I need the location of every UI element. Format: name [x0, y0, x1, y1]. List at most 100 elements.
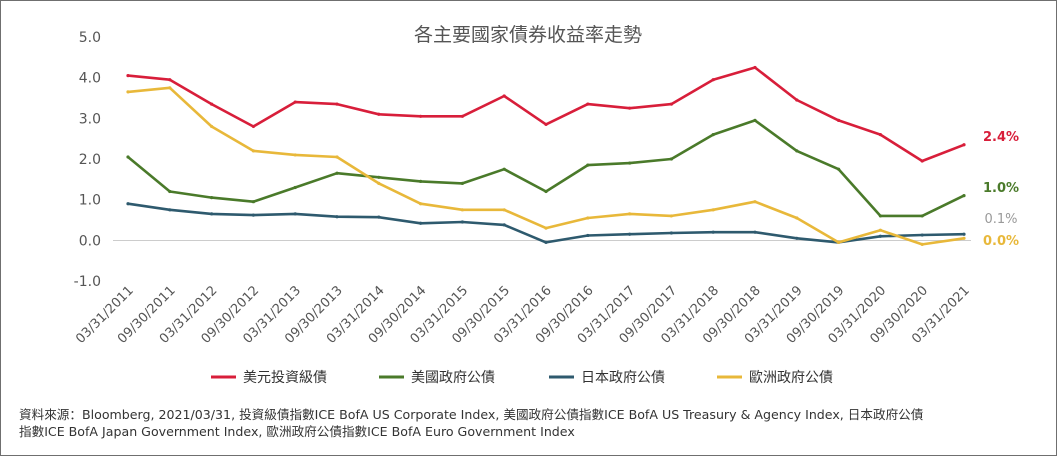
data-point: [126, 202, 130, 206]
legend-label: 歐洲政府公債: [749, 370, 833, 386]
data-point: [586, 233, 590, 238]
data-point: [586, 163, 590, 167]
data-point: [419, 179, 423, 183]
legend-item: 美國政府公債: [379, 370, 495, 386]
series-1: [126, 65, 966, 163]
yield-chart: 各主要國家債券收益率走勢 5.0 4.0 3.0 2.0 1.0 0.0 -1.0 03/3…: [73, 24, 1019, 386]
data-point: [753, 230, 757, 234]
data-point: [711, 208, 715, 212]
data-point: [210, 102, 214, 106]
data-point: [168, 189, 172, 194]
legend-label: 日本政府公債: [581, 370, 665, 386]
y-tick-label: 2.0: [79, 152, 101, 168]
data-point: [878, 133, 883, 137]
end-labels: 2.4% 1.0% 0.1% 0.0%: [983, 130, 1019, 249]
end-label: 1.0%: [983, 181, 1019, 196]
data-point: [293, 153, 297, 157]
data-point: [628, 232, 632, 236]
y-tick-label: 5.0: [79, 30, 101, 46]
data-point: [669, 231, 674, 235]
data-point: [502, 208, 506, 212]
series-line: [126, 66, 966, 163]
y-tick-label: 4.0: [79, 71, 101, 87]
chart-title: 各主要國家債券收益率走勢: [414, 24, 642, 46]
data-point: [377, 112, 381, 116]
y-axis: 5.0 4.0 3.0 2.0 1.0 0.0 -1.0: [74, 30, 101, 290]
data-point: [544, 240, 548, 244]
data-point: [502, 167, 506, 171]
data-point: [210, 124, 214, 129]
legend-item: 歐洲政府公債: [717, 370, 833, 386]
data-point: [795, 236, 799, 240]
data-point: [586, 216, 590, 220]
data-point: [878, 234, 883, 238]
data-point: [460, 181, 464, 185]
data-point: [962, 236, 966, 240]
data-point: [335, 155, 339, 159]
data-point: [544, 122, 548, 127]
end-label: 0.0%: [983, 234, 1019, 249]
data-point: [502, 223, 506, 227]
data-point: [669, 214, 674, 218]
data-point: [251, 213, 255, 217]
data-point: [377, 181, 381, 185]
data-point: [544, 226, 548, 230]
data-point: [920, 214, 924, 218]
end-label: 0.1%: [984, 212, 1017, 227]
data-point: [628, 212, 632, 216]
y-tick-label: 1.0: [79, 193, 101, 209]
y-tick-label: 3.0: [79, 111, 101, 127]
data-point: [210, 196, 214, 200]
series-2: [126, 118, 966, 218]
data-point: [920, 242, 924, 246]
series-line: [126, 86, 966, 246]
data-point: [126, 155, 130, 159]
data-point: [377, 215, 381, 219]
data-point: [335, 171, 339, 175]
data-point: [251, 200, 255, 204]
legend-item: 美元投資級債: [211, 370, 327, 386]
y-tick-label: -1.0: [74, 274, 101, 290]
data-point: [962, 232, 966, 236]
source-line-1: 資料來源：Bloomberg, 2021/03/31, 投資級債指數ICE Bo…: [19, 407, 924, 422]
data-point: [377, 175, 381, 179]
data-point: [460, 114, 464, 118]
data-point: [795, 98, 799, 102]
series-3: [126, 202, 966, 244]
data-point: [711, 78, 715, 82]
legend-label: 美元投資級債: [243, 370, 327, 386]
data-point: [795, 149, 799, 153]
data-point: [335, 215, 339, 219]
data-point: [293, 212, 297, 216]
data-point: [544, 189, 548, 194]
legend-label: 美國政府公債: [411, 370, 495, 386]
data-point: [335, 102, 339, 106]
data-point: [837, 167, 841, 171]
data-point: [460, 208, 464, 212]
data-point: [795, 216, 799, 220]
data-point: [168, 86, 172, 90]
data-point: [878, 228, 883, 232]
data-point: [293, 185, 297, 190]
end-label: 2.4%: [983, 130, 1019, 145]
data-point: [878, 214, 883, 218]
data-point: [502, 94, 506, 98]
data-point: [962, 194, 966, 198]
data-point: [920, 233, 924, 237]
data-point: [753, 118, 757, 122]
data-point: [753, 65, 757, 70]
source-line-2: 指數ICE BofA Japan Government Index, 歐洲政府公…: [19, 424, 575, 439]
data-point: [669, 157, 674, 161]
data-point: [711, 230, 715, 234]
data-point: [753, 200, 757, 204]
data-point: [251, 149, 255, 153]
data-point: [711, 133, 715, 137]
data-point: [669, 102, 674, 106]
data-point: [962, 143, 966, 147]
data-point: [460, 220, 464, 224]
legend: 美元投資級債 美國政府公債 日本政府公債 歐洲政府公債: [211, 370, 833, 386]
x-axis: 03/31/201109/30/201103/31/201209/30/2012…: [73, 283, 973, 347]
data-point: [920, 159, 924, 163]
data-point: [419, 114, 423, 118]
